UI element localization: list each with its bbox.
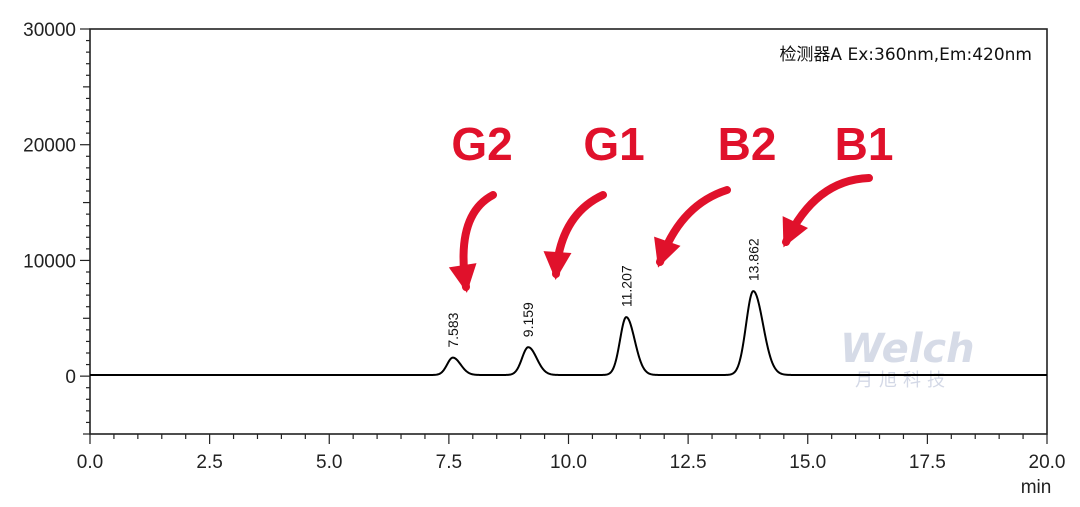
watermark-text: Welch <box>840 326 975 372</box>
x-axis-unit-label: min <box>1021 477 1052 498</box>
annotation-arrowhead <box>448 263 477 293</box>
x-tick-label: 17.5 <box>909 452 946 473</box>
x-tick-label: 7.5 <box>436 452 462 473</box>
annotation-label: B1 <box>835 118 894 170</box>
watermark-logo: Welch 月旭科技 <box>840 326 975 391</box>
series <box>90 290 1047 376</box>
tick-labels: 0 10000 20000 30000 0.0 2.5 5.0 7.5 10.0 12.5 15.0… <box>23 20 1065 473</box>
x-tick-label: 2.5 <box>196 452 222 473</box>
x-tick-label: 0.0 <box>77 452 103 473</box>
ticks <box>80 28 1048 444</box>
y-tick-label: 0 <box>65 367 76 388</box>
peak-label: 13.862 <box>745 238 761 281</box>
annotation-label: G2 <box>451 118 512 170</box>
annotation-arrowhead <box>654 236 681 268</box>
x-tick-label: 15.0 <box>789 452 826 473</box>
x-tick-label: 10.0 <box>550 452 587 473</box>
x-tick-label: 20.0 <box>1029 452 1066 473</box>
y-tick-label: 10000 <box>23 251 76 272</box>
y-tick-label: 20000 <box>23 136 76 157</box>
annotation-arrowhead <box>782 216 809 248</box>
peak-label: 9.159 <box>520 302 536 337</box>
peak-label: 11.207 <box>618 265 634 307</box>
annotation-arrowhead <box>543 251 572 280</box>
x-tick-label: 5.0 <box>316 452 342 473</box>
detector-label: 检测器A Ex:360nm,Em:420nm <box>779 45 1032 65</box>
annotations: G2 G1 B2 B1 <box>448 118 894 293</box>
peak-labels: 7.583 9.159 11.207 13.862 <box>445 238 761 348</box>
annotation-label: G1 <box>583 118 644 170</box>
y-tick-label: 30000 <box>23 20 76 41</box>
peak-label: 7.583 <box>445 312 461 347</box>
x-tick-label: 12.5 <box>670 452 707 473</box>
watermark-subtext: 月旭科技 <box>855 370 951 391</box>
chromatogram-line <box>90 290 1047 376</box>
annotation-label: B2 <box>718 118 777 170</box>
